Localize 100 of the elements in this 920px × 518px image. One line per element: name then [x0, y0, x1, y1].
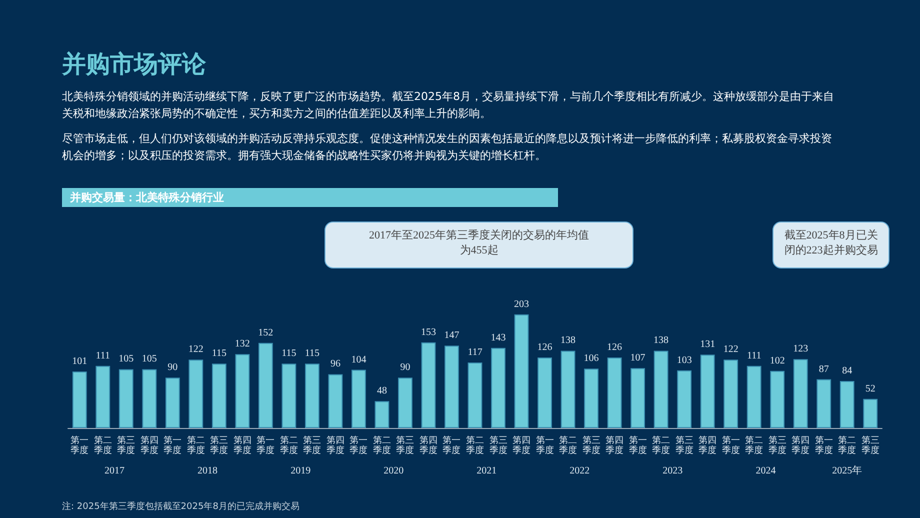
data-label: 111 [746, 350, 762, 362]
data-label: 138 [560, 335, 576, 346]
x-tick-label: 第四季度 [419, 435, 438, 456]
bar [654, 350, 668, 428]
data-label: 104 [351, 354, 366, 366]
x-tick-label: 第一季度 [814, 435, 833, 456]
x-tick-label: 第四季度 [792, 435, 810, 456]
data-label: 90 [400, 362, 410, 374]
bar [398, 378, 412, 428]
text: 2025年 [832, 464, 862, 476]
text: 2018 [198, 466, 218, 476]
data-label: 90 [168, 362, 178, 374]
data-label: 102 [770, 355, 785, 366]
bar [352, 370, 366, 428]
data-label: 143 [490, 332, 506, 344]
chart-subtitle: 北美特殊分销领域的并购活动继续下降，反映了更广泛的市场趋势。截至2025年8月，交易量持续下滑，与前几个季度相比有所减少。这种放缓部分是由于来自关税和地缘政治紧张局势的不确定性，买方和卖方之间的估值差距以及利率上升的影响。 [62, 90, 834, 120]
x-tick-label: 第二季度 [186, 435, 205, 456]
data-label: 122 [723, 344, 738, 356]
bar [328, 374, 343, 428]
x-tick-label: 第四季度 [233, 435, 252, 456]
data-label: 126 [537, 342, 552, 353]
bar [258, 342, 273, 428]
data-label: 115 [212, 348, 226, 360]
data-label: 132 [234, 338, 250, 350]
data-label: 123 [793, 344, 808, 355]
text: 2017 [104, 466, 125, 476]
data-label: 105 [118, 354, 134, 365]
bar [142, 369, 157, 428]
text: 2021 [476, 466, 497, 476]
data-label: 153 [420, 326, 436, 338]
data-label: 138 [654, 335, 669, 346]
text: 截至2025年8月已关闭的223起并购交易 [784, 228, 878, 256]
x-tick-label: 第一季度 [442, 435, 461, 456]
text: 2020 [384, 466, 404, 476]
bar [421, 342, 436, 428]
x-tick-label: 第一季度 [350, 435, 368, 456]
data-label: 105 [142, 354, 157, 365]
text: 2022 [570, 466, 590, 476]
data-label: 115 [304, 348, 320, 360]
data-label: 122 [188, 344, 204, 356]
x-tick-label: 第一季度 [628, 435, 647, 456]
x-tick-label: 第三季度 [396, 435, 414, 456]
x-tick-label: 第四季度 [698, 435, 717, 456]
x-tick-label: 第二季度 [838, 435, 856, 456]
data-label: 52 [865, 383, 876, 394]
bar [746, 366, 762, 428]
x-tick-label: 第一季度 [722, 435, 740, 456]
x-tick-label: 第二季度 [372, 435, 391, 456]
bar [770, 370, 785, 428]
x-tick-label: 第四季度 [326, 435, 344, 456]
data-label: 126 [607, 342, 622, 353]
bar [816, 379, 832, 428]
data-label: 203 [514, 298, 530, 310]
text: 2017年至2025年第三季度关闭的交易的年均值为455起 [369, 228, 589, 256]
data-label: 111 [96, 350, 110, 362]
x-tick-label: 第二季度 [745, 435, 764, 456]
text: 2023 [662, 466, 683, 476]
x-tick-label: 第二季度 [466, 435, 484, 456]
data-label: 48 [376, 386, 387, 397]
bar [514, 314, 529, 428]
bar [468, 362, 482, 428]
x-tick-label: 第一季度 [70, 435, 89, 456]
data-label: 107 [630, 352, 646, 364]
text: 注: 2025年第三季度包括截至2025年8月的已完成并购交易 [62, 500, 300, 513]
bar [235, 354, 250, 428]
bar [212, 364, 226, 428]
bar [863, 398, 878, 428]
text: 2024 [756, 466, 776, 476]
x-tick-label: 第四季度 [140, 435, 158, 456]
x-tick-label: 第一季度 [164, 435, 182, 456]
bar [538, 357, 552, 428]
x-tick-label: 第二季度 [559, 435, 578, 456]
text: 并购交易量：北美特殊分销行业 [62, 188, 558, 207]
x-tick-label: 第二季度 [280, 435, 298, 456]
bar [491, 348, 506, 428]
bar [840, 380, 854, 428]
data-label: 101 [72, 356, 88, 367]
bar [630, 368, 646, 428]
data-label: 87 [818, 364, 829, 375]
x-tick-label: 第三季度 [303, 435, 322, 456]
bar [96, 366, 110, 428]
bar [188, 360, 204, 428]
bar [607, 357, 622, 428]
x-tick-label: 第二季度 [94, 435, 112, 456]
text: 2019 [290, 466, 311, 476]
data-label: 117 [468, 346, 482, 358]
bar [560, 350, 576, 428]
x-tick-label: 第四季度 [512, 435, 531, 456]
x-tick-label: 第三季度 [861, 435, 880, 456]
x-tick-label: 第一季度 [256, 435, 275, 456]
x-tick-label: 第三季度 [768, 435, 786, 456]
bar [584, 368, 598, 428]
x-tick-label: 第三季度 [582, 435, 600, 456]
bar [444, 346, 459, 428]
data-label: 147 [444, 330, 460, 342]
data-label: 106 [584, 353, 599, 364]
bar [118, 369, 134, 428]
bar [724, 360, 738, 428]
bar [165, 378, 180, 428]
chart-title: 并购市场评论 [62, 49, 206, 80]
